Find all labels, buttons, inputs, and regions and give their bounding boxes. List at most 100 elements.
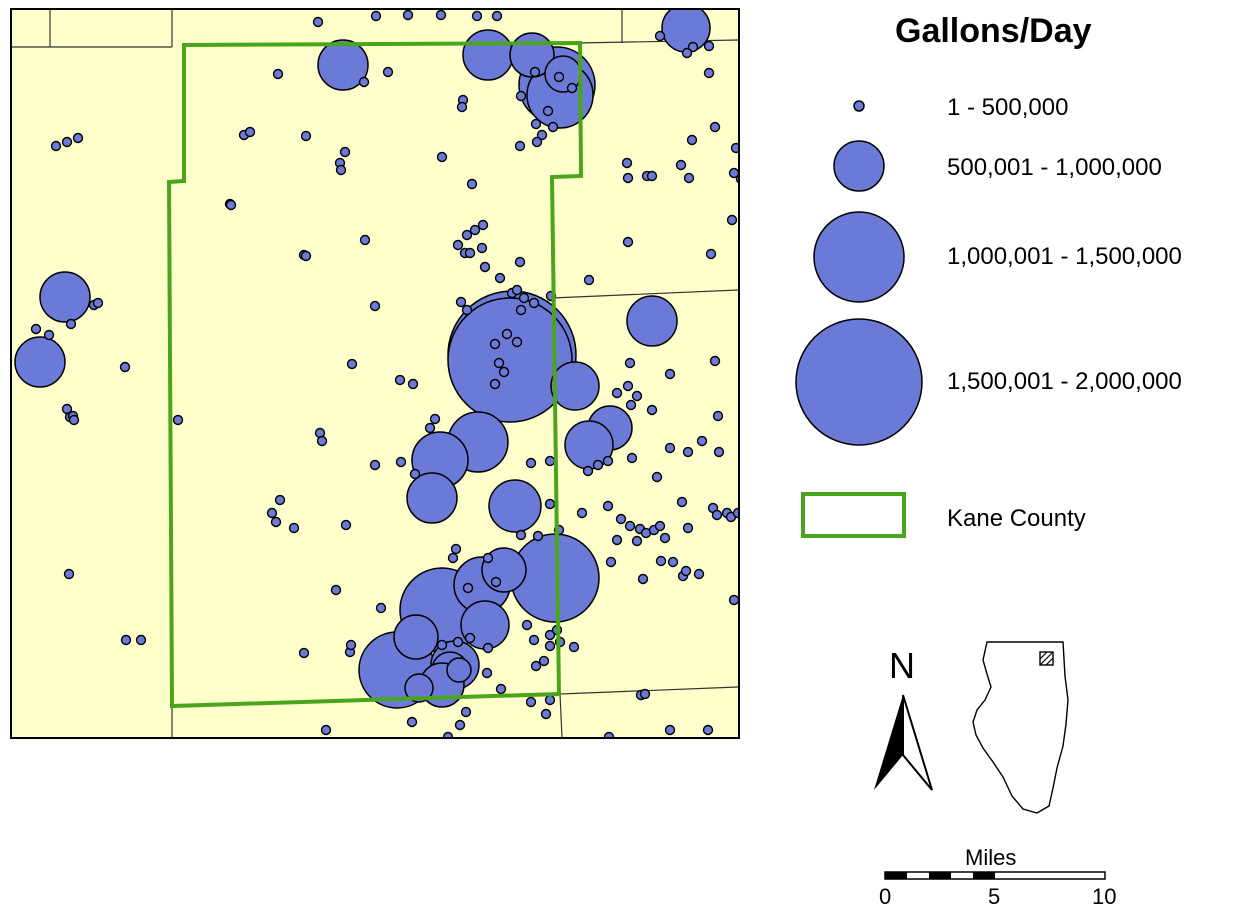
scale-tick-5: 5 (988, 884, 1001, 909)
well-symbol (489, 338, 501, 350)
boundary-line (559, 686, 738, 695)
well-symbol (375, 602, 387, 614)
well-symbol (266, 507, 278, 519)
well-symbol (709, 355, 721, 367)
well-symbol (493, 357, 505, 369)
well-symbol (471, 10, 483, 22)
well-symbol (530, 118, 542, 130)
well-symbol (407, 378, 419, 390)
well-symbol (447, 552, 459, 564)
well-symbol (646, 170, 658, 182)
well-symbol (622, 380, 634, 392)
well-map (12, 10, 738, 737)
well-symbol (340, 519, 352, 531)
well-symbol (461, 304, 473, 316)
well-symbol (732, 507, 738, 519)
well-symbol (300, 130, 312, 142)
well-symbol (272, 68, 284, 80)
well-symbol (515, 90, 527, 102)
legend-county-swatch (801, 492, 906, 538)
well-symbol (518, 292, 530, 304)
well-symbol (568, 641, 580, 653)
well-symbol (469, 224, 481, 236)
north-label: N (889, 645, 915, 686)
well-symbol (464, 632, 476, 644)
well-symbol (320, 724, 332, 736)
well-symbol (491, 10, 503, 22)
well-symbol (452, 239, 464, 251)
well-symbol (703, 67, 715, 79)
well-symbol (452, 636, 464, 648)
well-symbol (615, 513, 627, 525)
well-symbol (651, 471, 663, 483)
well-symbol (14, 336, 66, 388)
county-boundaries (12, 10, 738, 737)
well-symbol (501, 328, 513, 340)
well-symbol (603, 731, 615, 737)
well-symbol (602, 455, 614, 467)
well-symbol (460, 706, 472, 718)
map-frame[interactable] (10, 8, 740, 739)
well-symbol (456, 101, 468, 113)
well-symbol (664, 724, 676, 736)
well-symbol (683, 172, 695, 184)
well-symbol (544, 498, 556, 510)
well-symbol (667, 556, 679, 568)
well-symbol (622, 172, 634, 184)
well-symbol (703, 40, 715, 52)
well-symbol (712, 410, 724, 422)
legend-title: Gallons/Day (895, 12, 1092, 50)
well-symbol (728, 594, 738, 606)
well-symbol (536, 129, 548, 141)
well-symbol (544, 629, 556, 641)
well-symbol (532, 530, 544, 542)
well-symbol (735, 174, 738, 184)
well-symbol (730, 142, 738, 154)
well-symbol (406, 472, 458, 524)
well-symbol (462, 29, 514, 81)
well-symbol (681, 47, 693, 59)
well-symbol (531, 136, 543, 148)
well-symbol (566, 82, 578, 94)
well-symbol (424, 422, 436, 434)
well-symbol (50, 140, 62, 152)
well-symbol (298, 647, 310, 659)
well-symbol (481, 667, 493, 679)
well-symbol (664, 442, 676, 454)
well-symbol (312, 16, 324, 28)
well-symbol (702, 724, 714, 736)
well-symbol (583, 274, 595, 286)
well-symbol (631, 535, 643, 547)
well-symbol (61, 136, 73, 148)
well-symbol (345, 639, 357, 651)
wells-layer (14, 10, 738, 737)
well-symbol (330, 584, 342, 596)
well-symbol (482, 642, 494, 654)
well-symbol (682, 446, 694, 458)
well-symbol (631, 390, 643, 402)
well-symbol (490, 576, 502, 588)
well-symbol (172, 414, 184, 426)
legend-largest-circle (795, 318, 923, 446)
well-symbol (530, 660, 542, 672)
well-symbol (404, 673, 434, 703)
well-symbol (370, 10, 382, 22)
well-symbol (514, 140, 526, 152)
scale-bar (884, 871, 1106, 880)
well-symbol (659, 532, 671, 544)
well-symbol (540, 708, 552, 720)
well-symbol (705, 248, 717, 260)
scale-tick-10: 10 (1092, 884, 1117, 909)
well-symbol (626, 295, 678, 347)
well-symbol (402, 10, 414, 21)
well-symbol (553, 71, 565, 83)
well-symbol (696, 435, 708, 447)
well-symbol (622, 236, 634, 248)
well-symbol (495, 683, 507, 695)
well-symbol (654, 30, 666, 42)
well-symbol (454, 719, 466, 731)
well-symbol (476, 242, 488, 254)
boundary-line (559, 693, 563, 737)
well-symbol (538, 655, 550, 667)
well-symbol (528, 634, 540, 646)
